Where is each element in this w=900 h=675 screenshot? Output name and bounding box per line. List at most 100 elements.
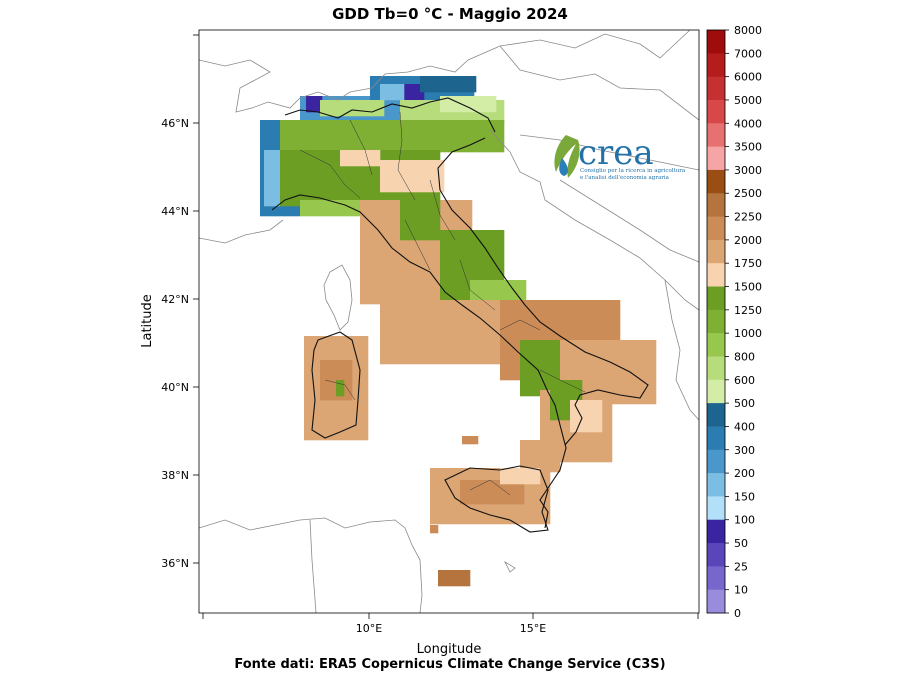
grid-cell: [532, 308, 541, 317]
colorbar-label: 5000: [734, 94, 762, 107]
grid-cell: [536, 456, 545, 465]
grid-cell: [328, 392, 337, 401]
grid-cell: [500, 340, 509, 349]
grid-cell: [384, 150, 393, 159]
grid-cell: [344, 416, 353, 425]
grid-cell: [352, 344, 361, 353]
grid-cell: [360, 360, 369, 369]
grid-cell: [436, 300, 445, 309]
grid-cell: [328, 174, 337, 183]
grid-cell: [476, 348, 485, 357]
colorbar-label: 6000: [734, 71, 762, 84]
grid-cell: [356, 158, 365, 167]
grid-cell: [478, 516, 487, 525]
grid-cell: [616, 348, 625, 357]
grid-cell: [288, 190, 297, 199]
grid-cell: [416, 256, 425, 265]
grid-cell: [320, 424, 329, 433]
grid-cell: [388, 340, 397, 349]
grid-cell: [316, 200, 325, 209]
grid-cell: [420, 168, 429, 177]
grid-cell: [394, 76, 403, 85]
grid-cell: [612, 324, 621, 333]
x-tick-label: 15°E: [520, 622, 546, 635]
grid-cell: [268, 144, 277, 153]
grid-cell: [448, 278, 457, 287]
grid-cell: [446, 516, 455, 525]
grid-cell: [300, 112, 309, 121]
grid-cell: [572, 300, 581, 309]
grid-cell: [446, 468, 455, 477]
grid-cell: [472, 136, 481, 145]
grid-cell: [612, 316, 621, 325]
grid-cell: [492, 332, 501, 341]
grid-cell: [502, 288, 511, 297]
grid-cell: [444, 84, 453, 93]
grid-cell: [468, 300, 477, 309]
grid-cell: [604, 414, 613, 423]
grid-cell: [526, 516, 535, 525]
grid-cell: [456, 136, 465, 145]
grid-cell: [436, 76, 445, 85]
grid-cell: [324, 200, 333, 209]
grid-cell: [462, 468, 471, 477]
grid-cell: [496, 100, 505, 109]
grid-cell: [448, 254, 457, 263]
grid-cell: [588, 316, 597, 325]
grid-cell: [336, 424, 345, 433]
grid-cell: [368, 296, 377, 305]
grid-cell: [328, 432, 337, 441]
grid-cell: [368, 100, 377, 109]
grid-cell: [304, 384, 313, 393]
grid-cell: [312, 424, 321, 433]
grid-cell: [476, 332, 485, 341]
grid-cell: [360, 108, 369, 117]
grid-cell: [332, 208, 341, 217]
grid-cell: [312, 376, 321, 385]
grid-cell: [456, 96, 465, 105]
grid-cell: [576, 372, 585, 381]
grid-cell: [560, 364, 569, 373]
grid-cell: [360, 416, 369, 425]
grid-cell: [480, 128, 489, 137]
grid-cell: [328, 336, 337, 345]
grid-cell: [400, 136, 409, 145]
grid-cell: [314, 96, 323, 105]
grid-cell: [464, 230, 473, 239]
grid-cell: [608, 364, 617, 373]
grid-cell: [532, 300, 541, 309]
grid-cell: [396, 168, 405, 177]
grid-cell: [586, 424, 595, 433]
grid-cell: [344, 136, 353, 145]
grid-cell: [296, 128, 305, 137]
grid-cell: [384, 144, 393, 153]
grid-cell: [432, 256, 441, 265]
grid-cell: [444, 332, 453, 341]
grid-cell: [516, 496, 525, 505]
grid-cell: [456, 270, 465, 279]
grid-cell: [304, 408, 313, 417]
grid-cell: [430, 516, 439, 525]
grid-cell: [304, 166, 313, 175]
grid-cell: [548, 324, 557, 333]
grid-cell: [480, 120, 489, 129]
grid-cell: [464, 294, 473, 303]
grid-cell: [328, 166, 337, 175]
grid-cell: [452, 308, 461, 317]
grid-cell: [624, 348, 633, 357]
grid-cell: [460, 300, 469, 309]
grid-cell: [392, 240, 401, 249]
grid-cell: [596, 438, 605, 447]
grid-cell: [352, 368, 361, 377]
grid-cell: [462, 508, 471, 517]
grid-cell: [456, 208, 465, 217]
grid-cell: [468, 348, 477, 357]
grid-cell: [388, 332, 397, 341]
grid-cell: [456, 104, 465, 113]
grid-cell: [500, 468, 509, 477]
grid-cell: [360, 424, 369, 433]
grid-cell: [604, 398, 613, 407]
grid-cell: [328, 100, 337, 109]
grid-cell: [454, 500, 463, 509]
grid-cell: [320, 408, 329, 417]
